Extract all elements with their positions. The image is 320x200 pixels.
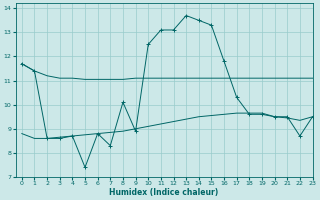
X-axis label: Humidex (Indice chaleur): Humidex (Indice chaleur) xyxy=(109,188,219,197)
